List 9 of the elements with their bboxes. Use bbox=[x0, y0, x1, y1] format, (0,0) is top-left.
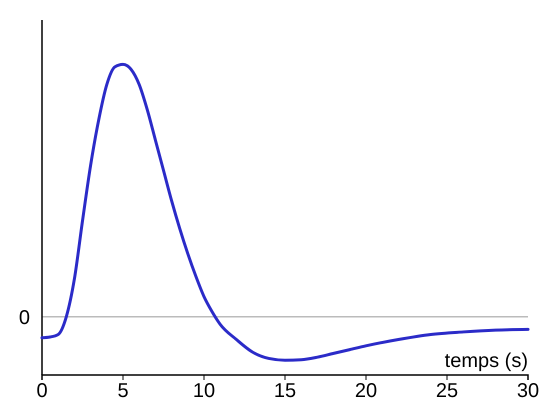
x-tick-label: 10 bbox=[192, 380, 216, 401]
x-tick-label: 30 bbox=[516, 380, 540, 401]
x-tick-label: 5 bbox=[117, 380, 129, 401]
x-tick-label: 20 bbox=[354, 380, 378, 401]
ref-line-label: 0 bbox=[18, 306, 30, 329]
x-tick-label: 15 bbox=[274, 380, 296, 401]
x-tick-label: 0 bbox=[36, 380, 48, 401]
x-tick-label: 25 bbox=[436, 380, 458, 401]
x-axis-title: temps (s) bbox=[444, 350, 528, 372]
